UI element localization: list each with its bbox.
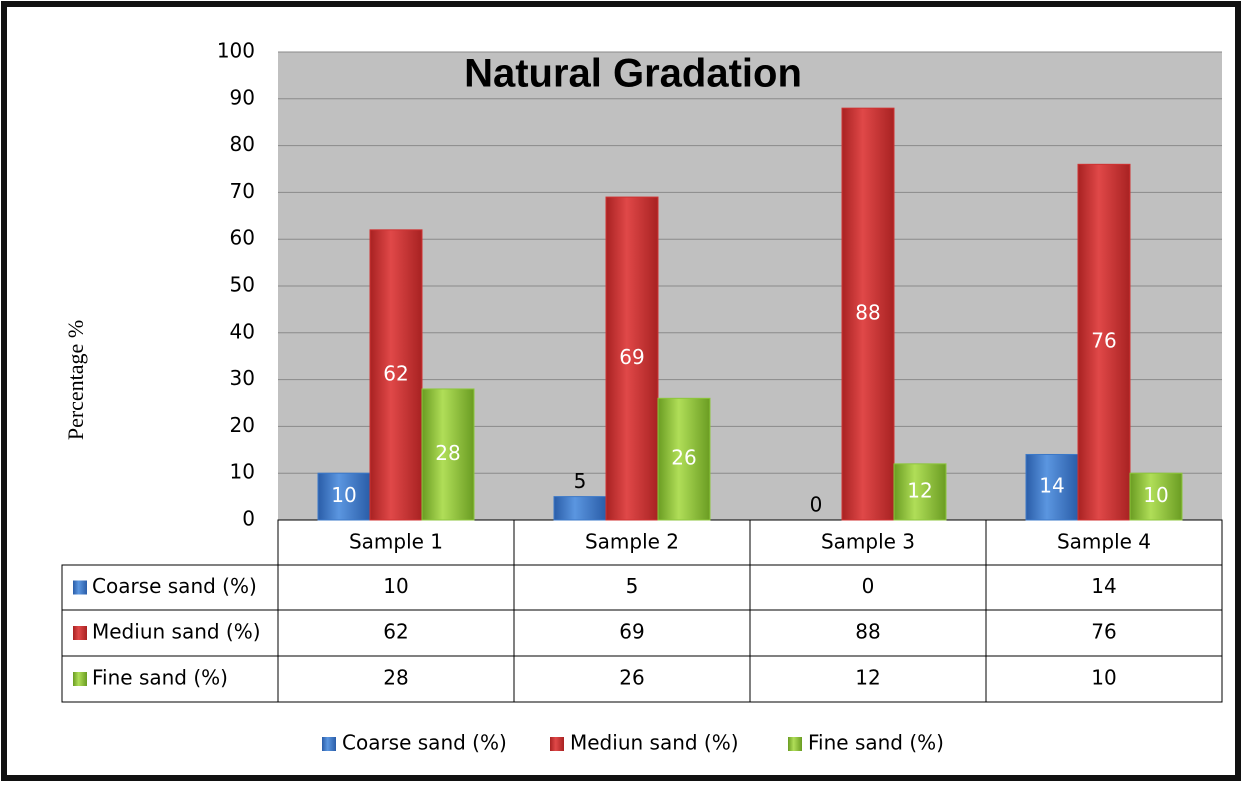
data-label: 5 <box>574 469 587 493</box>
bar <box>657 397 711 521</box>
bar <box>317 472 371 521</box>
bar <box>369 229 423 521</box>
y-tick-label: 40 <box>230 319 255 343</box>
legend-key <box>788 737 802 751</box>
y-tick-label: 0 <box>242 507 255 531</box>
data-label: 69 <box>619 345 644 369</box>
y-tick-label: 80 <box>230 132 255 156</box>
data-label: 0 <box>810 493 823 517</box>
table-value: 69 <box>619 620 644 644</box>
table-value: 26 <box>619 666 644 690</box>
data-label: 10 <box>1143 483 1168 507</box>
table-cell <box>61 609 279 657</box>
table-cell <box>277 655 515 703</box>
table-cell <box>61 655 279 703</box>
data-label: 26 <box>671 446 696 470</box>
table-value: 0 <box>862 574 875 598</box>
bar <box>893 463 947 521</box>
y-tick-label: 90 <box>230 85 255 109</box>
legend-key <box>322 737 336 751</box>
table-value: 10 <box>1091 666 1116 690</box>
table-value: 5 <box>626 574 639 598</box>
table-cell <box>985 519 1223 566</box>
y-tick-label: 30 <box>230 366 255 390</box>
table-value: 14 <box>1091 574 1116 598</box>
table-cell <box>513 519 751 566</box>
y-tick-label: 20 <box>230 413 255 437</box>
table-cell <box>277 519 515 566</box>
x-tick-label: Sample 3 <box>821 530 915 554</box>
table-legend-key <box>73 672 87 686</box>
table-value: 88 <box>855 620 880 644</box>
table-cell <box>985 564 1223 611</box>
data-label: 14 <box>1039 474 1064 498</box>
bar <box>1077 163 1131 521</box>
table-legend-key <box>73 580 87 595</box>
table-cell <box>749 564 987 611</box>
legend-label: Fine sand (%) <box>808 731 944 755</box>
bar <box>1129 472 1183 521</box>
table-cell <box>985 655 1223 703</box>
table-cell <box>277 564 515 611</box>
table-row-header: Mediun sand (%) <box>92 620 261 644</box>
x-tick-label: Sample 1 <box>349 530 443 554</box>
table-value: 76 <box>1091 620 1116 644</box>
table-cell <box>513 655 751 703</box>
data-label: 12 <box>907 478 932 502</box>
table-cell <box>513 609 751 657</box>
bar <box>553 496 607 521</box>
table-cell <box>749 519 987 566</box>
chart-title: Natural Gradation <box>464 52 802 96</box>
y-tick-label: 10 <box>230 460 255 484</box>
y-axis-label: Percentage % <box>63 320 88 440</box>
table-value: 62 <box>383 620 408 644</box>
table-value: 28 <box>383 666 408 690</box>
table-cell <box>277 609 515 657</box>
data-label: 76 <box>1091 329 1116 353</box>
y-tick-label: 50 <box>230 273 255 297</box>
legend-label: Mediun sand (%) <box>570 731 739 755</box>
table-row-header: Coarse sand (%) <box>92 574 257 598</box>
table-cell <box>61 564 279 611</box>
y-tick-label: 100 <box>217 39 255 63</box>
table-value: 10 <box>383 574 408 598</box>
data-label: 88 <box>855 301 880 325</box>
y-tick-label: 70 <box>230 179 255 203</box>
table-cell <box>985 609 1223 657</box>
x-tick-label: Sample 4 <box>1057 530 1151 554</box>
table-value: 12 <box>855 666 880 690</box>
legend-key <box>550 737 564 751</box>
data-label: 62 <box>383 361 408 385</box>
data-label: 10 <box>331 483 356 507</box>
table-legend-key <box>73 626 87 640</box>
data-label: 28 <box>435 441 460 465</box>
y-tick-label: 60 <box>230 226 255 250</box>
table-cell <box>749 609 987 657</box>
table-cell <box>749 655 987 703</box>
x-tick-label: Sample 2 <box>585 530 679 554</box>
bar <box>605 196 659 521</box>
bar <box>421 388 475 521</box>
bar <box>841 107 895 521</box>
table-row-header: Fine sand (%) <box>92 666 228 690</box>
legend-label: Coarse sand (%) <box>342 731 507 755</box>
